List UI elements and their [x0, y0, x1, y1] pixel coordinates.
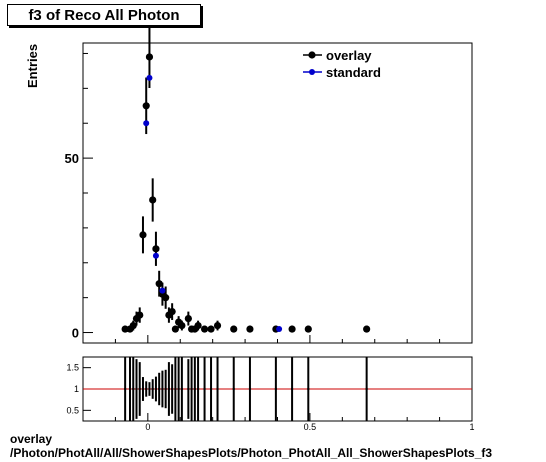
ratio-point	[170, 387, 174, 391]
main-plot-axes: 0 50	[65, 52, 473, 343]
overlay-point	[194, 321, 202, 330]
ratio-point	[216, 387, 219, 391]
ratio-point	[151, 387, 154, 391]
ratio-point	[167, 387, 171, 391]
ratio-x-tick-label: 0.5	[304, 422, 317, 432]
overlay-point	[162, 294, 170, 302]
ratio-y-tick-label: 1.5	[66, 363, 79, 373]
ratio-point	[187, 387, 190, 391]
overlay-point	[363, 325, 371, 333]
standard-point	[143, 120, 150, 127]
ratio-x-tick-label: 1	[469, 422, 474, 432]
legend-label: overlay	[326, 48, 372, 63]
y-tick-label: 0	[72, 326, 79, 341]
overlay-point	[168, 308, 176, 316]
footer-line-1: overlay	[10, 432, 53, 446]
ratio-point	[174, 387, 177, 391]
overlay-point	[139, 231, 147, 239]
ratio-plot-axes: 0.5 1 1.5 0 0.5 1	[66, 363, 474, 432]
ratio-point	[128, 387, 132, 391]
overlay-point	[200, 325, 209, 333]
ratio-point	[203, 387, 206, 391]
overlay-point	[304, 325, 312, 333]
ratio-point	[248, 387, 252, 391]
ratio-point	[135, 387, 138, 391]
ratio-point	[180, 387, 184, 391]
overlay-point	[142, 102, 150, 110]
legend-marker	[309, 69, 315, 75]
ratio-point	[161, 387, 164, 391]
main-plot-data	[121, 25, 371, 333]
main-plot-frame	[82, 42, 473, 344]
ratio-point	[164, 387, 167, 391]
overlay-point	[152, 245, 160, 253]
overlay-point	[246, 325, 254, 333]
legend-marker	[308, 51, 316, 59]
ratio-y-tick-label: 0.5	[66, 405, 79, 415]
overlay-point	[136, 311, 144, 319]
ratio-point	[157, 387, 161, 391]
ratio-x-tick-label: 0	[145, 422, 150, 432]
overlay-point	[171, 325, 179, 333]
ratio-point	[154, 387, 158, 391]
overlay-point	[178, 321, 186, 330]
overlay-point	[155, 280, 163, 288]
ratio-y-tick-label: 1	[74, 384, 79, 394]
ratio-point	[177, 387, 180, 391]
ratio-point	[307, 387, 310, 391]
standard-point	[159, 287, 166, 294]
ratio-point	[190, 387, 193, 391]
ratio-point	[148, 387, 151, 391]
standard-point	[152, 252, 159, 259]
footer-caption: overlay /Photon/PhotAll/All/ShowerShapes…	[10, 432, 492, 460]
overlay-point	[230, 325, 238, 333]
ratio-point	[145, 387, 148, 391]
ratio-point	[138, 387, 141, 391]
overlay-point	[184, 314, 192, 323]
standard-point	[276, 326, 283, 333]
ratio-point	[193, 387, 197, 391]
ratio-plot-data	[83, 357, 472, 421]
footer-line-2: /Photon/PhotAll/All/ShowerShapesPlots/Ph…	[10, 446, 493, 460]
main-frame-rect	[82, 42, 473, 344]
ratio-point	[365, 387, 368, 391]
legend-label: standard	[326, 65, 381, 80]
overlay-point	[129, 321, 137, 330]
overlay-point	[213, 321, 222, 330]
standard-point	[146, 74, 153, 81]
y-tick-label: 50	[65, 151, 79, 166]
ratio-point	[141, 387, 145, 391]
chart-title: f3 of Reco All Photon	[28, 7, 180, 24]
legend: overlay standard	[303, 48, 381, 80]
ratio-point	[290, 387, 294, 391]
overlay-point	[149, 196, 157, 204]
ratio-point	[123, 387, 127, 391]
y-axis-label: Entries	[25, 44, 40, 88]
ratio-point	[196, 387, 200, 391]
overlay-point	[288, 325, 296, 333]
ratio-point	[232, 387, 235, 391]
overlay-point	[207, 325, 215, 333]
ratio-point	[209, 387, 213, 391]
ratio-point	[132, 387, 135, 391]
title-box: f3 of Reco All Photon	[7, 4, 201, 26]
overlay-point	[145, 53, 154, 61]
ratio-point	[274, 387, 278, 391]
